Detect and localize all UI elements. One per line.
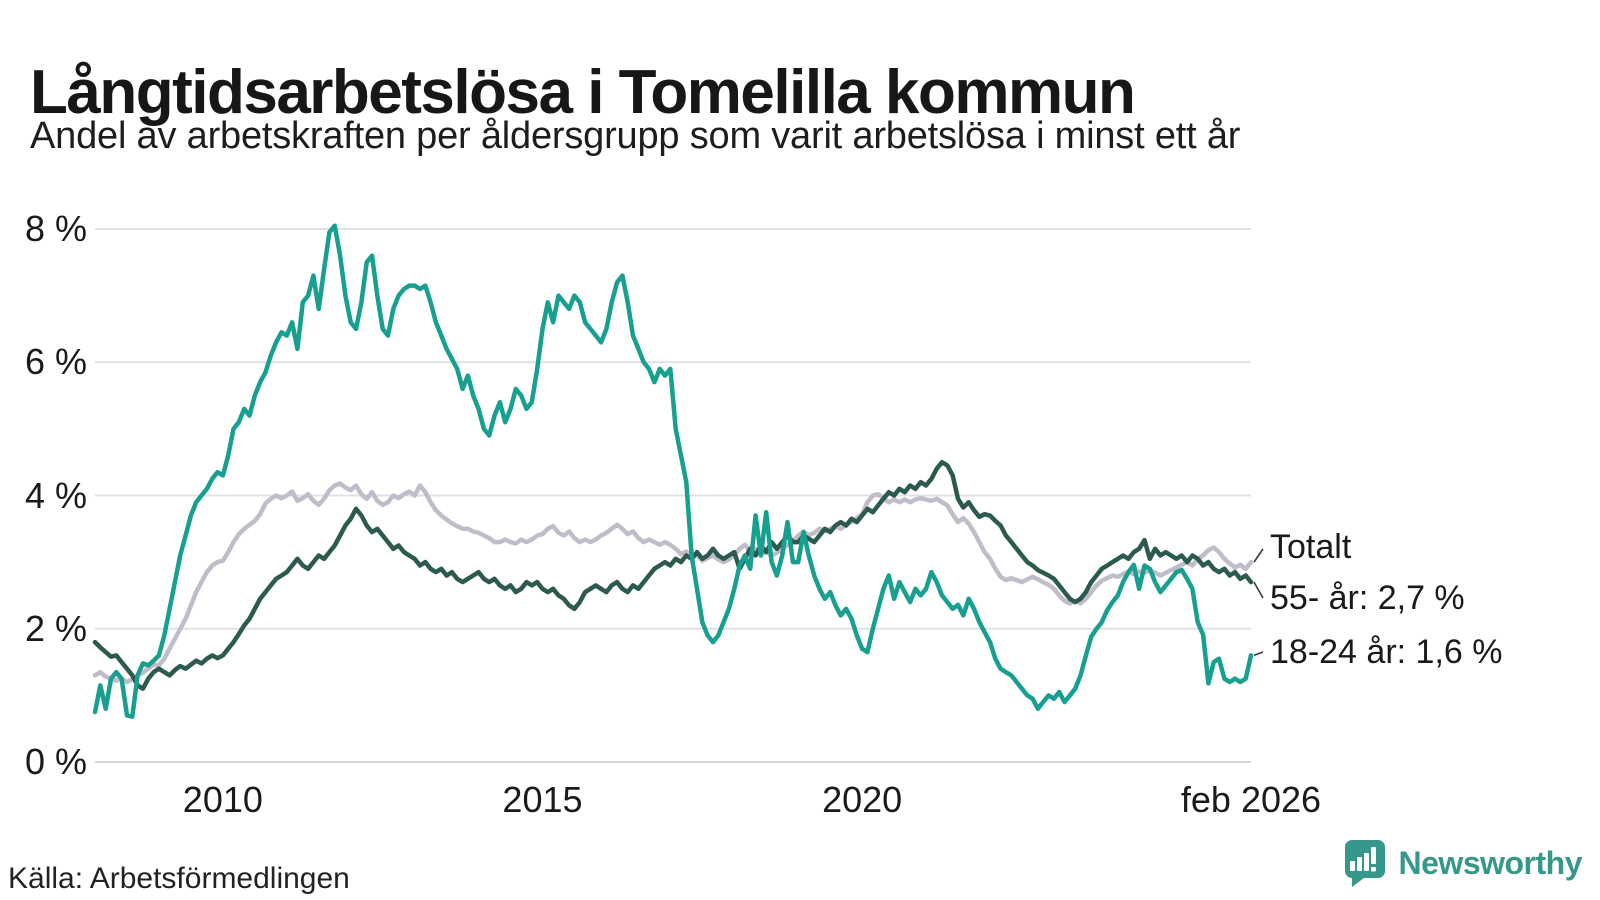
x-axis-tick: 2015 [502, 779, 583, 820]
series-lines [92, 223, 1254, 719]
series-end-label-55: 55- år: 2,7 % [1270, 579, 1465, 617]
y-axis-tick: 4 % [24, 474, 87, 516]
newsworthy-icon [1344, 840, 1385, 887]
page-title: Långtidsarbetslösa i Tomelilla kommun [30, 57, 1136, 127]
series-end-label-18-24: 18-24 år: 1,6 % [1270, 633, 1503, 671]
chart-subtitle: Andel av arbetskraften per åldersgrupp s… [30, 115, 1241, 157]
x-axis-tick: 2020 [822, 779, 903, 820]
y-axis-tick: 0 % [24, 741, 87, 782]
brand-name: Newsworthy [1398, 844, 1583, 881]
y-axis-tick: 6 % [24, 341, 87, 383]
label-connector-lines [1253, 548, 1264, 657]
series-end-label-totalt: Totalt [1270, 528, 1352, 566]
x-axis-tick: 2010 [182, 779, 263, 820]
x-axis-tick: feb 2026 [1180, 779, 1322, 820]
brand-logo: Newsworthy [1341, 838, 1583, 888]
gridlines [95, 228, 1251, 763]
source-note: Källa: Arbetsförmedlingen [8, 862, 350, 895]
y-axis-tick: 8 % [24, 208, 87, 249]
y-axis-tick: 2 % [24, 607, 87, 649]
